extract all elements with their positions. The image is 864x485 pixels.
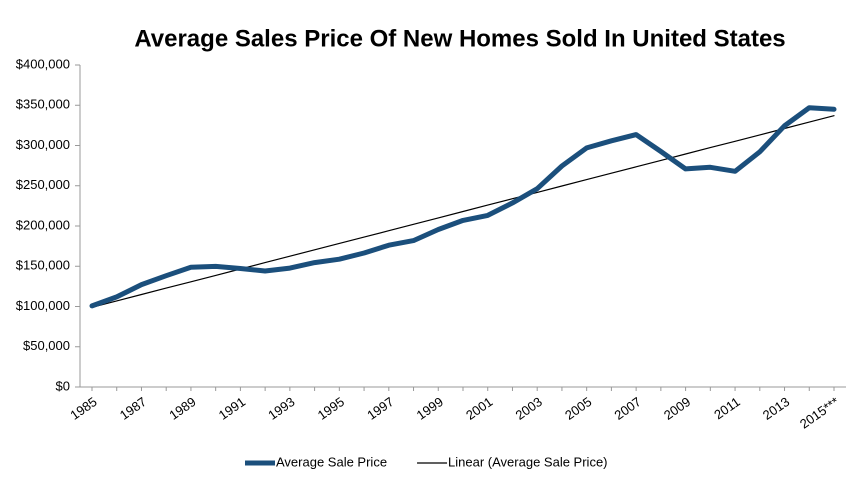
x-tick-label: 1989 — [166, 394, 198, 423]
y-tick-label: $50,000 — [23, 338, 70, 353]
x-tick-label: 2005 — [562, 394, 594, 423]
x-tick-label: 2013 — [760, 394, 792, 423]
chart-title: Average Sales Price Of New Homes Sold In… — [134, 25, 785, 52]
x-tick-label: 1997 — [364, 394, 396, 423]
x-tick-label: 2003 — [513, 394, 545, 423]
x-tick-label: 2015*** — [797, 394, 842, 432]
legend-label: Linear (Average Sale Price) — [448, 454, 607, 469]
y-tick-label: $200,000 — [16, 217, 70, 232]
y-tick-label: $400,000 — [16, 56, 70, 71]
x-tick-label: 1993 — [265, 394, 297, 423]
x-tick-label: 1987 — [117, 394, 149, 423]
y-tick-label: $250,000 — [16, 177, 70, 192]
x-tick-label: 2001 — [463, 394, 495, 423]
y-tick-label: $0 — [56, 378, 70, 393]
y-tick-label: $100,000 — [16, 298, 70, 313]
x-tick-label: 2011 — [711, 394, 743, 422]
y-tick-label: $300,000 — [16, 137, 70, 152]
y-tick-label: $150,000 — [16, 258, 70, 273]
data-line — [89, 105, 837, 309]
x-tick-label: 2009 — [661, 394, 693, 423]
y-tick-label: $350,000 — [16, 97, 70, 112]
x-tick-label: 1999 — [414, 394, 446, 423]
trend-line — [91, 115, 835, 308]
x-tick-label: 1985 — [67, 394, 99, 423]
x-tick-label: 1995 — [315, 394, 347, 423]
legend-label: Average Sale Price — [276, 454, 387, 469]
x-tick-label: 2007 — [612, 394, 644, 423]
x-tick-label: 1991 — [216, 394, 248, 423]
